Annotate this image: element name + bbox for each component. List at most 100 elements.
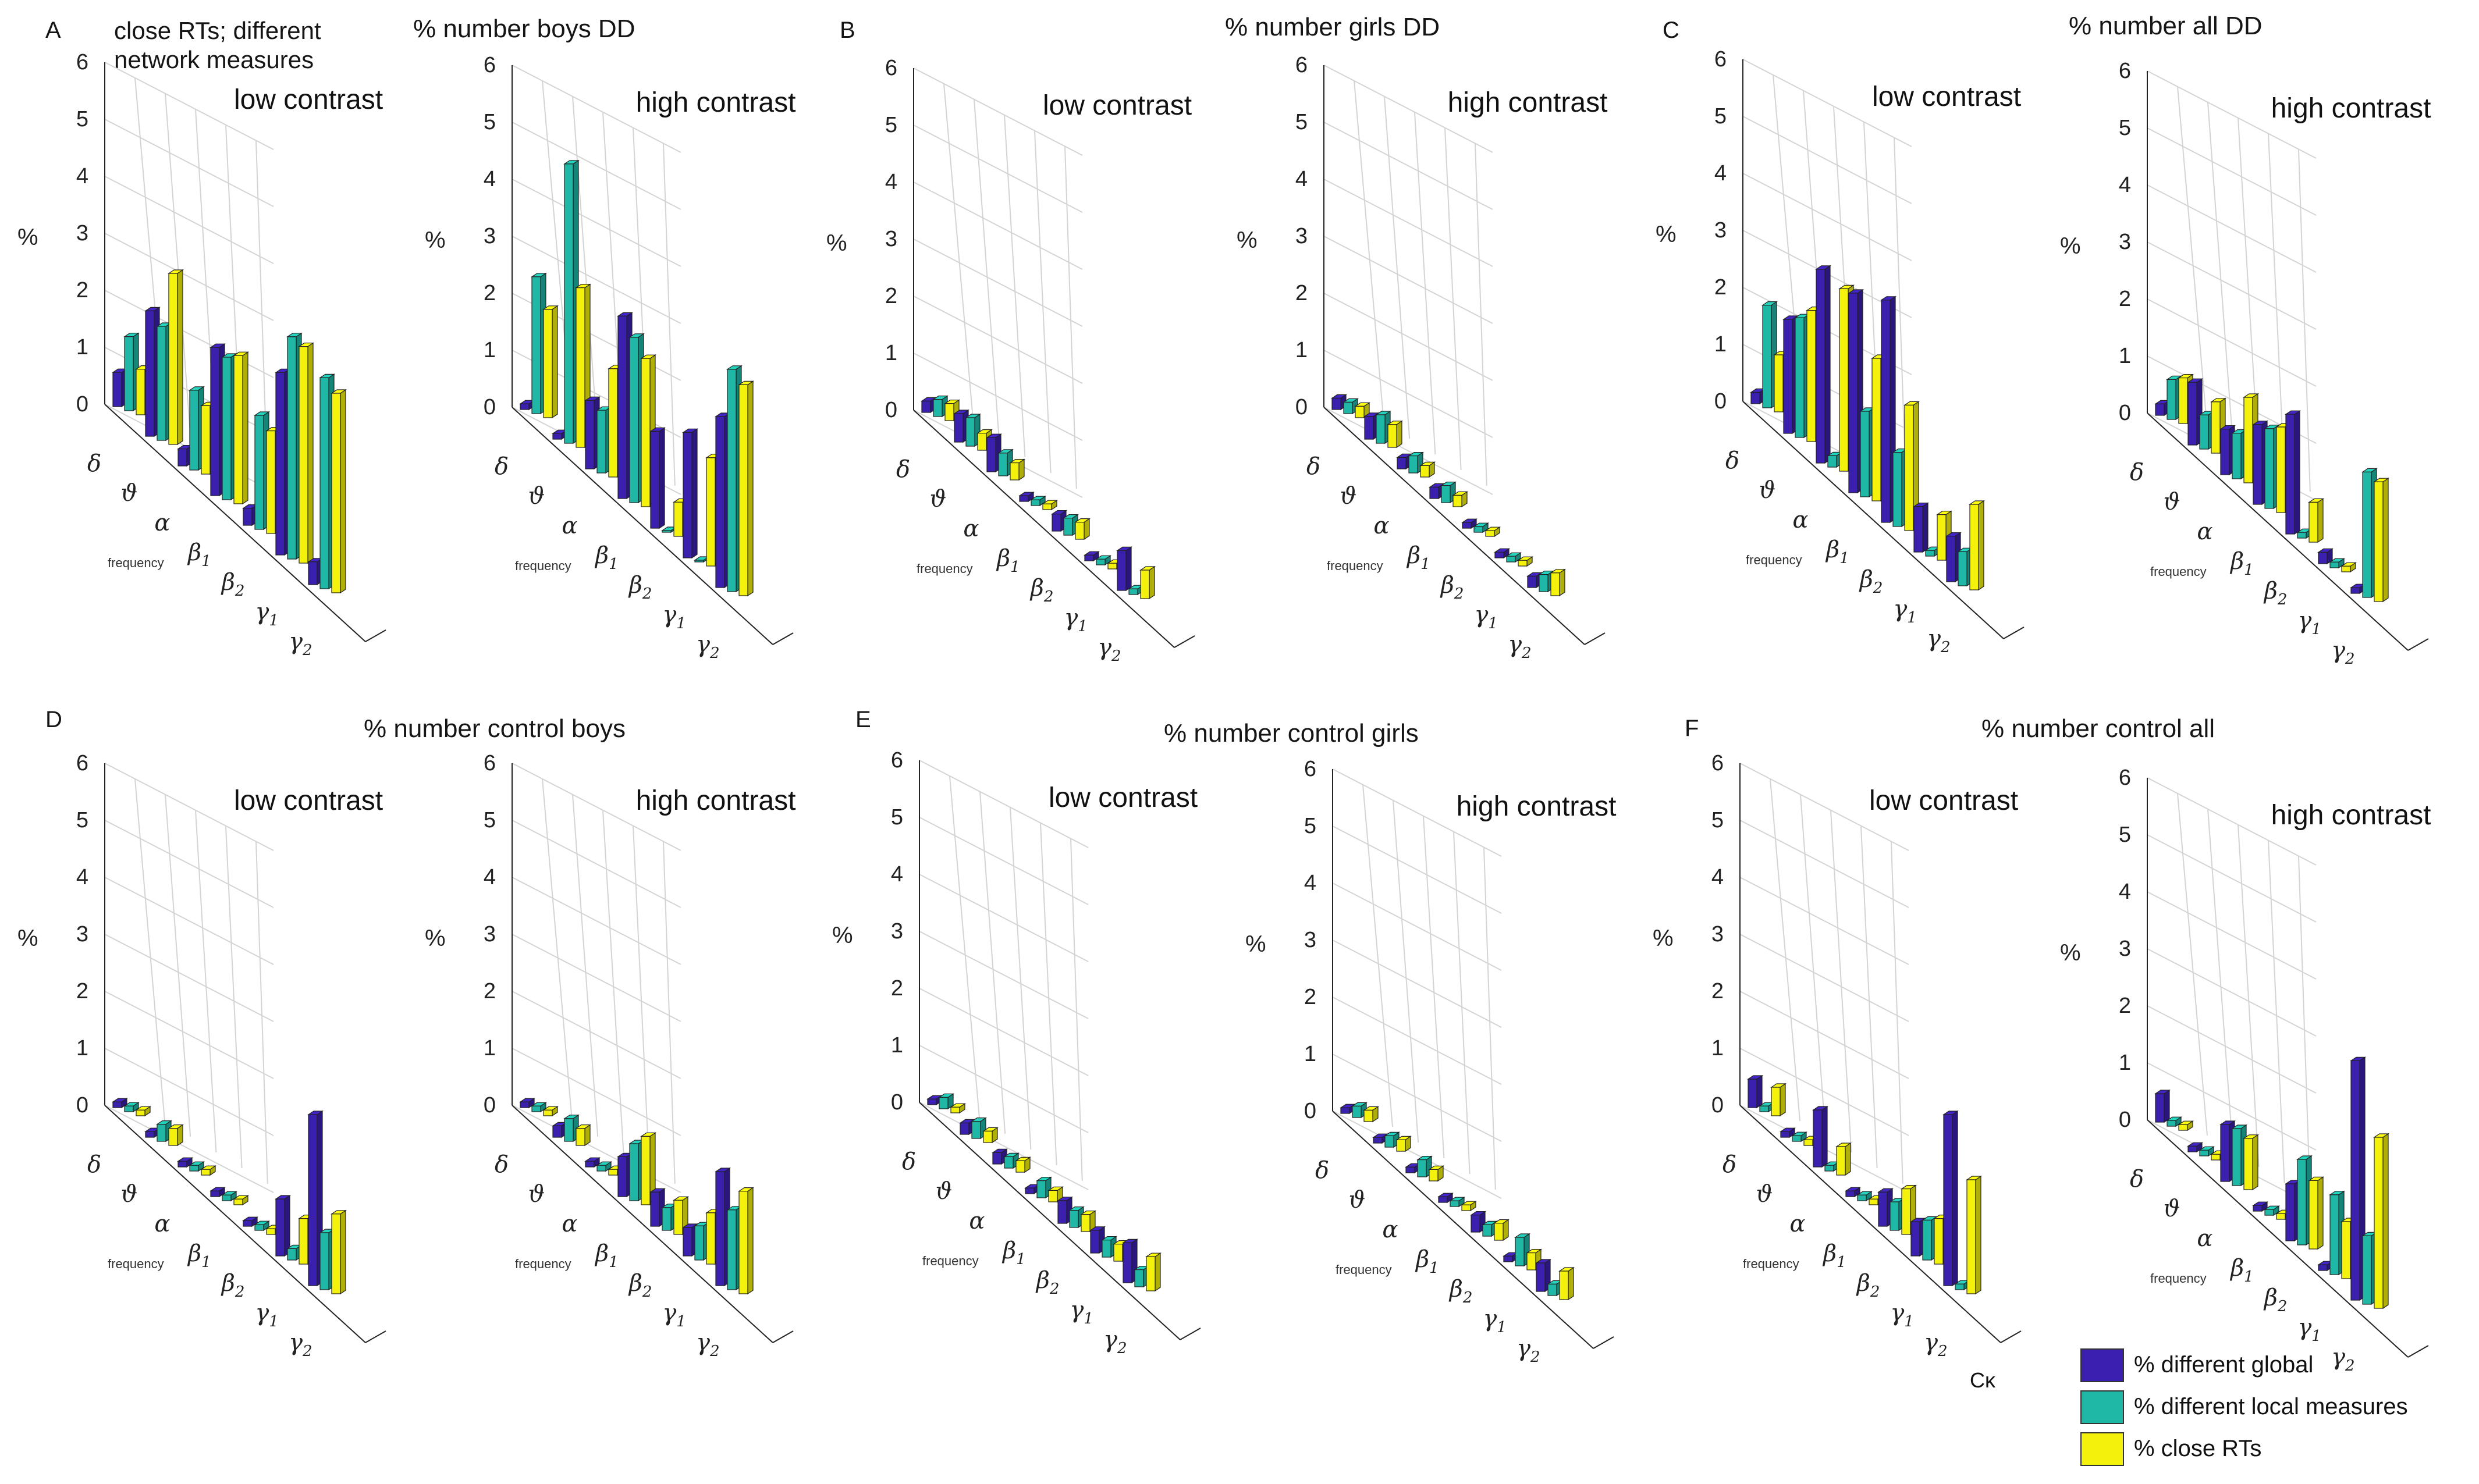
y-axis-label: %: [1653, 926, 1674, 951]
bar-side: [2252, 1134, 2258, 1191]
bar-front: [1904, 404, 1914, 531]
panel-letter: C: [1663, 17, 1679, 43]
bar-front: [1946, 535, 1956, 582]
grid-line: [1040, 823, 1057, 1166]
grid-line: [2177, 86, 2208, 429]
panel-title: high contrast: [1457, 791, 1617, 822]
bar-side: [1975, 1175, 1981, 1295]
grid-line: [1770, 778, 1800, 1122]
grid-line: [255, 841, 268, 1184]
grid-line: [572, 96, 599, 439]
bar-front: [1031, 499, 1040, 506]
bar-side: [242, 351, 248, 505]
bar-side: [1149, 565, 1155, 600]
y-tick-label: 4: [891, 862, 903, 887]
bar-front: [2232, 1128, 2242, 1186]
bar-front: [1913, 506, 1923, 553]
bar: [1812, 1105, 1828, 1168]
bar-front: [157, 326, 166, 441]
bar-side: [340, 389, 346, 594]
category-label: γ1: [1483, 1305, 1506, 1336]
bar-front: [1824, 1165, 1834, 1172]
y-tick-label: 2: [484, 979, 496, 1003]
bar-front: [157, 1123, 166, 1142]
grid-line: [542, 778, 573, 1122]
category-label: β2: [221, 1270, 245, 1301]
bar-side: [2294, 410, 2300, 535]
bar-front: [608, 1169, 618, 1176]
bar-front: [1857, 1194, 1867, 1201]
y-tick-label: 4: [1304, 871, 1316, 895]
bar: [2154, 1089, 2171, 1123]
bar: [168, 269, 184, 446]
bar: [1517, 556, 1533, 567]
bar: [1880, 296, 1896, 524]
bar-front: [2350, 587, 2360, 594]
grid-line: [1323, 236, 1493, 324]
bar-side: [1845, 1142, 1851, 1176]
y-tick-label: 5: [76, 107, 88, 131]
bar: [1514, 1233, 1530, 1267]
panel-letter: D: [45, 707, 62, 732]
bar-front: [939, 1097, 949, 1109]
bar-front: [1069, 1210, 1079, 1228]
bar-front: [145, 310, 155, 437]
bar-front: [683, 432, 692, 558]
category-label: δ: [1306, 453, 1320, 480]
grid-line: [2147, 127, 2317, 216]
legend-item-global: % different global: [2080, 1348, 2479, 1389]
y-tick-label: 3: [2119, 230, 2131, 254]
legend-item-local: % different local measures: [2080, 1390, 2479, 1431]
bar-front: [1113, 1244, 1123, 1262]
bar-front: [1966, 1179, 1976, 1294]
grid-line: [512, 934, 681, 1022]
bar-front: [1795, 317, 1805, 438]
bar-front: [331, 1213, 341, 1294]
x-axis: [512, 407, 773, 645]
bar-front: [706, 457, 716, 567]
grid-line: [195, 810, 217, 1153]
y-tick-label: 2: [1304, 985, 1316, 1009]
grid-line: [2147, 298, 2317, 387]
panel-title: low contrast: [234, 785, 383, 816]
category-label: γ2: [1927, 625, 1950, 656]
y-tick-label: 4: [2119, 880, 2131, 904]
y-tick-label: 5: [1295, 110, 1308, 134]
grid-line: [104, 1048, 274, 1136]
bar-front: [986, 437, 996, 472]
panel-letter: F: [1685, 716, 1699, 741]
category-label: δ: [2130, 1166, 2144, 1193]
bar-front: [1759, 1105, 1769, 1112]
bar-front: [1429, 1169, 1439, 1181]
bar-front: [520, 403, 530, 410]
bar-side: [659, 427, 665, 529]
bar: [221, 1191, 237, 1202]
y-tick-label: 3: [76, 221, 88, 245]
bar: [1461, 1201, 1477, 1212]
bar-front: [715, 1171, 725, 1286]
y-tick-label: 3: [484, 922, 496, 946]
category-label: α: [2197, 1225, 2212, 1252]
bar-front: [921, 400, 931, 413]
bar-front: [706, 1212, 716, 1265]
bar-front: [1792, 1135, 1802, 1142]
bar-front: [650, 1191, 660, 1227]
y-tick-label: 0: [484, 1093, 496, 1118]
y-tick-label: 0: [76, 392, 88, 417]
grid-line: [949, 775, 980, 1119]
category-label: γ2: [1924, 1329, 1947, 1360]
x-axis-label: frequency: [108, 556, 164, 570]
bar-front: [275, 372, 285, 556]
bar-front: [1396, 1139, 1406, 1152]
bar-side: [1568, 1266, 1574, 1301]
bar-front: [1848, 293, 1858, 493]
bar-front: [1462, 522, 1472, 529]
bar-front: [1063, 517, 1073, 536]
bar-front: [727, 369, 737, 592]
bar-front: [673, 501, 683, 537]
grid-line: [1739, 877, 1909, 965]
grid-line: [134, 778, 165, 1122]
y-axis-label: %: [2060, 940, 2081, 966]
bar-side: [1780, 1083, 1786, 1117]
